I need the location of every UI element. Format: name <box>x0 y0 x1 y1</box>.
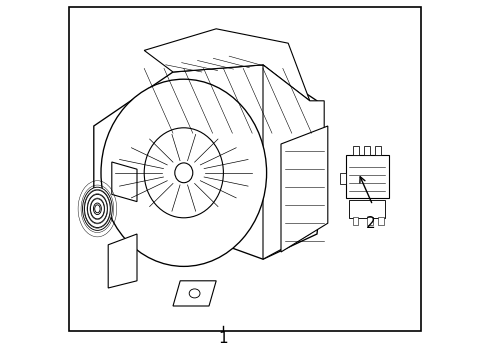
Text: 1: 1 <box>219 331 228 346</box>
Polygon shape <box>281 126 328 252</box>
Polygon shape <box>263 65 324 259</box>
Ellipse shape <box>88 194 107 223</box>
Ellipse shape <box>101 79 267 266</box>
FancyBboxPatch shape <box>353 146 360 155</box>
Ellipse shape <box>95 205 100 213</box>
FancyBboxPatch shape <box>69 7 421 331</box>
FancyBboxPatch shape <box>341 173 346 184</box>
Text: 2: 2 <box>366 216 376 231</box>
Ellipse shape <box>85 190 110 228</box>
FancyBboxPatch shape <box>349 200 386 218</box>
FancyBboxPatch shape <box>378 217 384 225</box>
FancyBboxPatch shape <box>353 217 358 225</box>
Ellipse shape <box>91 199 104 219</box>
FancyBboxPatch shape <box>374 146 381 155</box>
Polygon shape <box>144 29 310 101</box>
FancyBboxPatch shape <box>346 155 389 198</box>
FancyBboxPatch shape <box>368 217 373 225</box>
Ellipse shape <box>144 128 223 218</box>
Polygon shape <box>108 234 137 288</box>
Ellipse shape <box>82 187 112 230</box>
Ellipse shape <box>94 203 101 215</box>
Ellipse shape <box>189 289 200 298</box>
Ellipse shape <box>175 163 193 183</box>
Polygon shape <box>173 281 216 306</box>
FancyBboxPatch shape <box>364 146 370 155</box>
Polygon shape <box>94 65 324 259</box>
Polygon shape <box>112 162 137 202</box>
